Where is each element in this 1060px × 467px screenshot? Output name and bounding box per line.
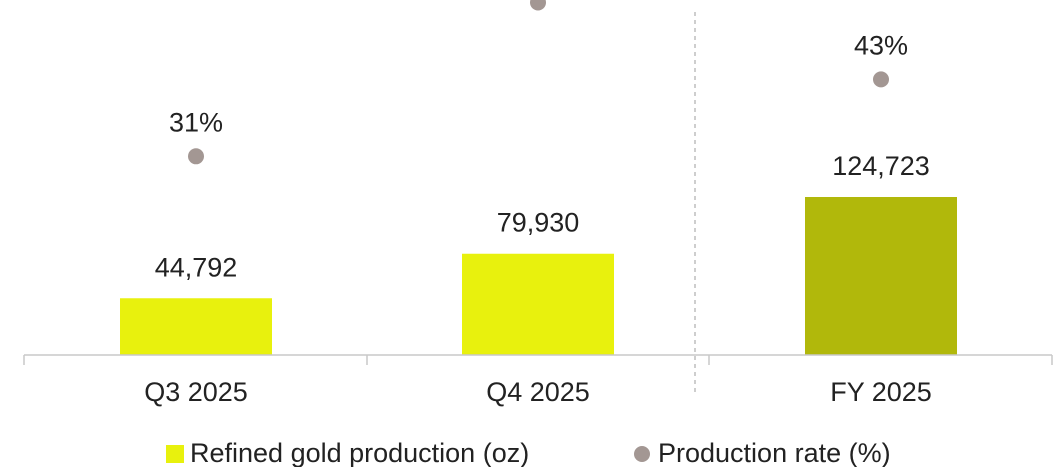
dots-layer — [188, 0, 889, 165]
rate-value-label: 31% — [169, 107, 223, 137]
bar-value-label: 79,930 — [497, 208, 580, 238]
legend: Refined gold production (oz) Production r… — [166, 438, 891, 467]
bar-q4-2025 — [462, 253, 614, 355]
rate-dot-fy-2025 — [873, 71, 889, 88]
bars-layer — [120, 197, 957, 355]
legend-swatch-dots — [634, 446, 650, 462]
x-tick-label: Q3 2025 — [144, 377, 248, 407]
bar-q3-2025 — [120, 298, 272, 355]
rate-dot-q4-2025 — [530, 0, 546, 11]
legend-label-dots: Production rate (%) — [658, 438, 891, 467]
x-axis — [23, 12, 1053, 396]
x-tick-label: Q4 2025 — [486, 377, 590, 407]
x-tick-label: FY 2025 — [830, 377, 932, 407]
bar-value-label: 44,792 — [155, 252, 238, 282]
bar-value-label: 124,723 — [832, 151, 930, 181]
bar-fy-2025 — [805, 197, 957, 355]
rate-value-label: 43% — [854, 30, 908, 60]
legend-swatch-bars — [166, 445, 184, 463]
legend-label-bars: Refined gold production (oz) — [190, 438, 529, 467]
rate-dot-q3-2025 — [188, 148, 204, 165]
